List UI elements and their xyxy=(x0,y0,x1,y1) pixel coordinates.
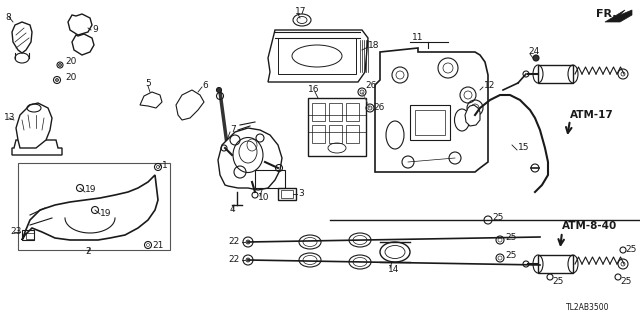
Polygon shape xyxy=(605,10,632,22)
Polygon shape xyxy=(22,175,158,240)
Bar xyxy=(281,190,293,198)
Text: 14: 14 xyxy=(388,266,399,275)
Text: 10: 10 xyxy=(258,194,269,203)
Polygon shape xyxy=(140,92,162,108)
Bar xyxy=(410,105,450,140)
Bar xyxy=(312,125,325,143)
Text: 25: 25 xyxy=(505,252,516,260)
Polygon shape xyxy=(72,34,94,55)
Polygon shape xyxy=(176,90,204,120)
Bar xyxy=(346,103,359,121)
Text: 1: 1 xyxy=(162,161,168,170)
Bar xyxy=(278,188,296,200)
Text: 15: 15 xyxy=(518,143,529,153)
Text: 19: 19 xyxy=(100,209,111,218)
Text: 8: 8 xyxy=(5,12,11,21)
Polygon shape xyxy=(68,14,92,35)
Text: 25: 25 xyxy=(625,245,636,254)
Circle shape xyxy=(56,78,58,82)
Text: 20: 20 xyxy=(65,74,76,83)
Text: 13: 13 xyxy=(4,114,15,123)
Text: 26: 26 xyxy=(373,103,385,113)
Text: TL2AB3500: TL2AB3500 xyxy=(566,303,609,313)
Circle shape xyxy=(533,55,539,61)
Polygon shape xyxy=(12,22,32,53)
Text: 25: 25 xyxy=(620,276,632,285)
Text: 7: 7 xyxy=(230,125,236,134)
Bar xyxy=(278,38,356,74)
Text: 16: 16 xyxy=(308,85,319,94)
Polygon shape xyxy=(218,128,282,190)
Text: 12: 12 xyxy=(484,81,495,90)
Text: ATM-8-40: ATM-8-40 xyxy=(562,221,617,231)
Text: 26: 26 xyxy=(365,82,376,91)
Circle shape xyxy=(216,87,221,92)
Circle shape xyxy=(246,258,250,262)
Bar xyxy=(308,98,366,156)
Bar xyxy=(26,233,34,239)
Polygon shape xyxy=(375,48,488,172)
Text: 23: 23 xyxy=(10,228,21,236)
Bar xyxy=(329,125,342,143)
Text: 20: 20 xyxy=(65,58,76,67)
Text: 3: 3 xyxy=(298,189,304,198)
Text: ATM-17: ATM-17 xyxy=(570,110,614,120)
Text: 25: 25 xyxy=(552,276,563,285)
Bar xyxy=(312,103,325,121)
Circle shape xyxy=(246,240,250,244)
Bar xyxy=(22,230,34,240)
Text: 22: 22 xyxy=(228,255,240,265)
Bar xyxy=(329,103,342,121)
Polygon shape xyxy=(465,105,480,126)
Text: 24: 24 xyxy=(528,47,540,57)
Text: 19: 19 xyxy=(85,186,97,195)
Text: 25: 25 xyxy=(492,213,504,222)
Polygon shape xyxy=(12,140,62,155)
Text: 6: 6 xyxy=(202,81,208,90)
Bar xyxy=(18,163,170,250)
Bar xyxy=(346,125,359,143)
Polygon shape xyxy=(538,65,573,83)
Text: 18: 18 xyxy=(368,41,380,50)
Circle shape xyxy=(58,63,61,67)
Text: 17: 17 xyxy=(295,7,307,17)
Text: 21: 21 xyxy=(152,241,163,250)
Polygon shape xyxy=(538,255,573,273)
Text: FR.: FR. xyxy=(596,9,616,19)
Bar xyxy=(255,170,285,188)
Polygon shape xyxy=(16,103,52,148)
Bar xyxy=(415,110,445,135)
Text: 5: 5 xyxy=(145,79,151,89)
Text: 2: 2 xyxy=(85,247,91,257)
Text: 4: 4 xyxy=(230,205,236,214)
Text: 9: 9 xyxy=(92,26,98,35)
Text: 11: 11 xyxy=(412,33,424,42)
Text: 25: 25 xyxy=(505,234,516,243)
Polygon shape xyxy=(268,30,368,82)
Text: 22: 22 xyxy=(228,237,240,246)
